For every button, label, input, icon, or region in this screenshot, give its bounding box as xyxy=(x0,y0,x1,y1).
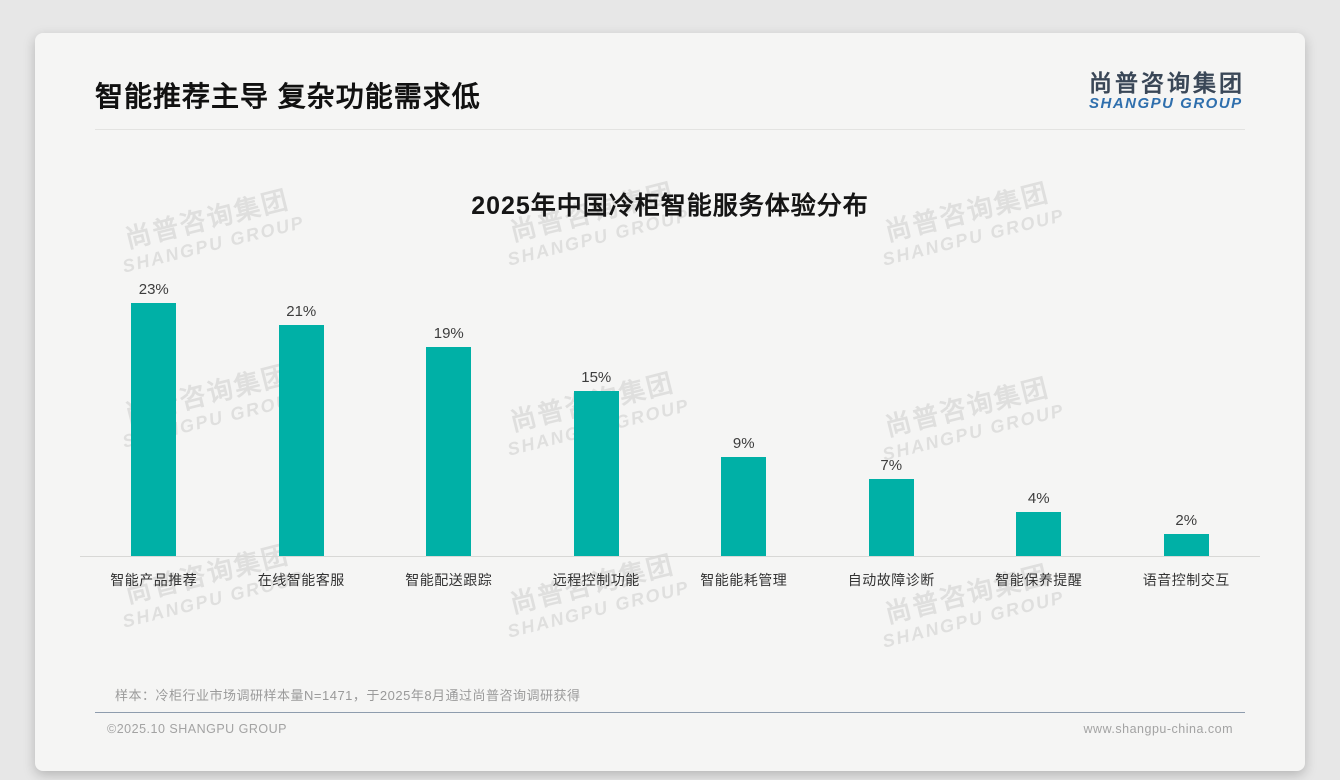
logo-cn-text: 尚普咨询集团 xyxy=(1089,70,1245,96)
company-logo: 尚普咨询集团 SHANGPU GROUP xyxy=(1089,70,1245,115)
bar xyxy=(1163,533,1209,556)
bar xyxy=(278,324,324,556)
bar-value-label: 4% xyxy=(1027,489,1050,507)
footer-divider xyxy=(95,712,1245,713)
bar xyxy=(426,346,472,556)
category-label: 智能产品推荐 xyxy=(110,571,198,588)
bar-value-label: 21% xyxy=(286,302,317,320)
category-label: 智能配送跟踪 xyxy=(405,571,493,588)
bar xyxy=(868,478,914,556)
bar-column: 4% xyxy=(965,490,1113,556)
bar-column: 23% xyxy=(80,281,228,556)
bar-value-label: 9% xyxy=(732,434,755,452)
bar-column: 2% xyxy=(1113,512,1261,556)
category-label: 语音控制交互 xyxy=(1142,571,1230,588)
bar-value-label: 23% xyxy=(138,280,169,298)
sample-note: 样本：冷柜行业市场调研样本量N=1471，于2025年8月通过尚普咨询调研获得 xyxy=(115,688,581,703)
bar xyxy=(1016,511,1062,556)
category-label: 在线智能客服 xyxy=(257,571,345,588)
slide-footer: ©2025.10 SHANGPU GROUP www.shangpu-china… xyxy=(107,722,1233,736)
bar-value-label: 7% xyxy=(880,456,903,474)
bar-column: 7% xyxy=(818,457,966,556)
bar-value-label: 2% xyxy=(1175,511,1198,529)
bar xyxy=(131,302,177,556)
category-label: 远程控制功能 xyxy=(552,571,640,588)
chart-plot-area: 23% 21% 19% 15% 9% 7% 4% 2% xyxy=(80,281,1261,557)
bar-value-label: 19% xyxy=(433,324,464,342)
chart-title: 2025年中国冷柜智能服务体验分布 xyxy=(471,191,869,220)
bar-column: 21% xyxy=(228,303,376,556)
category-label: 自动故障诊断 xyxy=(847,571,935,588)
website-text: www.shangpu-china.com xyxy=(1083,722,1233,736)
bar-chart: 2025年中国冷柜智能服务体验分布 23% 21% 19% 15% 9% 7% 4% 2% 智… xyxy=(80,186,1260,590)
chart-category-axis: 智能产品推荐 在线智能客服 智能配送跟踪 远程控制功能 智能能耗管理 自动故障诊断 智能保养… xyxy=(80,557,1260,590)
bar-column: 15% xyxy=(523,369,671,556)
bar-column: 9% xyxy=(670,435,818,556)
category-label: 智能保养提醒 xyxy=(995,571,1083,588)
bar xyxy=(721,456,767,556)
logo-en-text: SHANGPU GROUP xyxy=(1089,95,1243,113)
bar-column: 19% xyxy=(375,325,523,556)
bar xyxy=(573,390,619,556)
slide-header: 智能推荐主导 复杂功能需求低 尚普咨询集团 SHANGPU GROUP xyxy=(95,33,1245,130)
copyright-text: ©2025.10 SHANGPU GROUP xyxy=(107,722,287,736)
slide-card: 尚普咨询集团 SHANGPU GROUP 尚普咨询集团 SHANGPU GROUP … xyxy=(35,33,1305,771)
category-label: 智能能耗管理 xyxy=(700,571,788,588)
bar-value-label: 15% xyxy=(581,368,612,386)
page-title: 智能推荐主导 复杂功能需求低 xyxy=(95,80,481,112)
